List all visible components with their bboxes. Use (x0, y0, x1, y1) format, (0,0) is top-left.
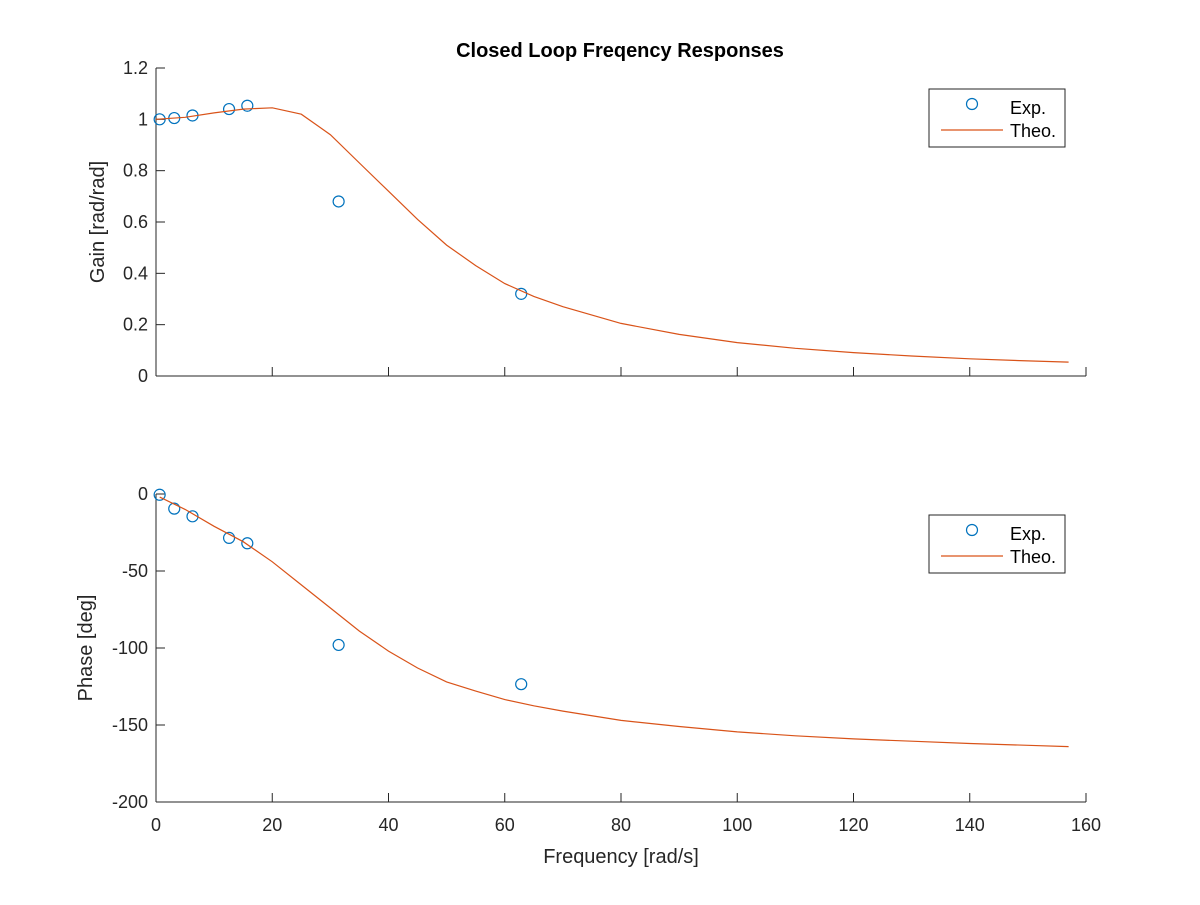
phase-x-tick-label: 20 (262, 815, 282, 835)
phase-exp-point (153, 488, 166, 501)
phase-x-tick-label: 0 (151, 815, 161, 835)
gain-y-tick-label: 0.2 (123, 315, 148, 335)
phase-subplot: 0 20 40 60 80 100 120 140 160 -200 -150 -100 -50 0 Pha… (75, 484, 1101, 868)
phase-y-tick-label: -200 (112, 792, 148, 812)
phase-x-tick-label: 160 (1071, 815, 1101, 835)
phase-x-tick-label: 140 (955, 815, 985, 835)
gain-legend-exp-label: Exp. (1010, 98, 1046, 118)
gain-ylabel: Gain [rad/rad] (87, 161, 109, 283)
phase-xlabel: Frequency [rad/s] (543, 846, 699, 868)
gain-exp-point (241, 99, 254, 112)
gain-exp-point (222, 102, 236, 116)
phase-ylabel: Phase [deg] (75, 595, 97, 702)
phase-exp-point (168, 502, 181, 515)
phase-y-tick-label: -100 (112, 638, 148, 658)
gain-y-tick-label: 0 (138, 366, 148, 386)
gain-legend-theo-label: Theo. (1010, 121, 1056, 141)
phase-y-tick-label: -50 (122, 561, 148, 581)
phase-exp-point (515, 678, 528, 691)
phase-theo-line (159, 496, 1069, 748)
gain-theo-line (155, 107, 1069, 363)
gain-subplot: 0 0.2 0.4 0.6 0.8 1 1.2 Gain [rad/rad] Exp. Theo. (87, 58, 1087, 386)
phase-x-tick-label: 80 (611, 815, 631, 835)
phase-legend-exp-marker (965, 523, 979, 537)
gain-y-tick-label: 0.8 (123, 161, 148, 181)
phase-y-tick-label: -150 (112, 715, 148, 735)
gain-y-tick-label: 0.4 (123, 263, 148, 283)
gain-y-tick-label: 1.2 (123, 58, 148, 78)
figure-title: Closed Loop Freqency Responses (456, 40, 784, 62)
phase-exp-point (222, 531, 236, 544)
gain-exp-point (332, 195, 345, 208)
phase-x-tick-label: 120 (838, 815, 868, 835)
gain-y-tick-label: 0.6 (123, 212, 148, 232)
phase-exp-point (241, 537, 254, 550)
phase-x-tick-label: 40 (378, 815, 398, 835)
phase-x-tick-label: 100 (722, 815, 752, 835)
phase-x-tick-label: 60 (495, 815, 515, 835)
phase-y-tick-label: 0 (138, 484, 148, 504)
phase-legend-exp-label: Exp. (1010, 524, 1046, 544)
phase-legend-theo-label: Theo. (1010, 547, 1056, 567)
phase-legend-box (928, 514, 1066, 574)
gain-legend-box (928, 88, 1066, 148)
gain-legend-exp-marker (965, 97, 979, 111)
gain-y-tick-label: 1 (138, 109, 148, 129)
gain-exp-point (153, 113, 166, 126)
phase-exp-point (332, 638, 345, 652)
